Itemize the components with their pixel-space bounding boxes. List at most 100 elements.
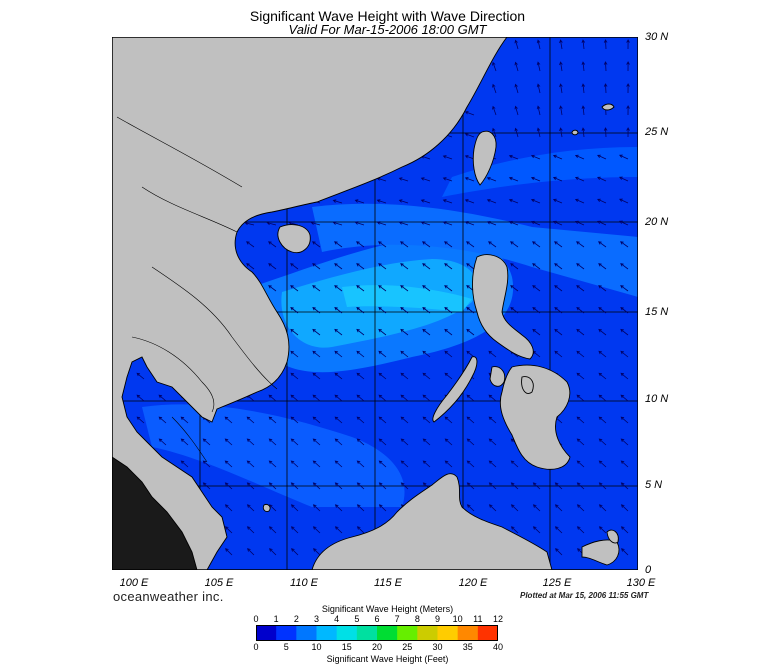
wave-arrow bbox=[554, 482, 563, 490]
lon-label-115e: 115 E bbox=[374, 577, 402, 589]
wave-arrow bbox=[626, 105, 630, 116]
legend-meter-tick: 0 bbox=[253, 614, 259, 624]
wave-arrow bbox=[581, 105, 586, 116]
wave-arrow bbox=[356, 241, 365, 248]
wave-arrow bbox=[136, 372, 145, 380]
wave-arrow bbox=[180, 438, 189, 446]
wave-arrow bbox=[598, 263, 607, 270]
wave-arrow bbox=[378, 482, 387, 490]
wave-arrow bbox=[378, 263, 387, 270]
wave-arrow bbox=[422, 372, 431, 380]
wave-arrow bbox=[508, 154, 519, 160]
wave-arrow bbox=[224, 504, 233, 512]
wave-arrow bbox=[400, 394, 409, 402]
lon-label-105e: 105 E bbox=[204, 577, 234, 589]
wave-arrow bbox=[510, 241, 519, 248]
wave-arrow bbox=[354, 221, 365, 226]
wave-arrow bbox=[246, 526, 255, 534]
wave-arrow bbox=[620, 241, 629, 248]
wave-arrow bbox=[334, 350, 343, 358]
wave-arrow bbox=[290, 328, 299, 336]
mainland-asia bbox=[112, 37, 508, 570]
wave-arrow bbox=[398, 221, 409, 226]
wave-arrow bbox=[400, 328, 409, 336]
wave-arrow bbox=[290, 285, 299, 292]
legend-meter-tick: 5 bbox=[354, 614, 360, 624]
wave-arrow bbox=[488, 394, 497, 402]
wave-arrow bbox=[420, 177, 431, 182]
legend-feet-tick: 5 bbox=[283, 642, 289, 652]
wave-arrow bbox=[619, 198, 629, 204]
legend-feet-tick: 0 bbox=[253, 642, 259, 652]
wave-arrow bbox=[536, 127, 541, 138]
wave-arrow bbox=[224, 526, 233, 534]
wave-arrow bbox=[514, 105, 519, 116]
wave-arrow bbox=[486, 177, 497, 182]
wave-arrow bbox=[486, 221, 497, 226]
wave-arrow bbox=[488, 482, 497, 490]
wave-arrow bbox=[620, 460, 629, 468]
wave-arrow bbox=[354, 199, 365, 204]
lat-label-5n: 5 N bbox=[645, 479, 663, 491]
wave-arrow bbox=[598, 482, 607, 490]
wave-arrow bbox=[224, 482, 233, 490]
wave-arrow bbox=[488, 438, 497, 446]
wave-arrow bbox=[312, 372, 321, 380]
wave-arrow bbox=[378, 328, 387, 336]
wave-arrow bbox=[466, 416, 475, 424]
wave-arrow bbox=[598, 241, 607, 248]
wave-arrow bbox=[466, 263, 475, 270]
wave-arrow bbox=[530, 220, 541, 226]
wave-arrow bbox=[581, 61, 586, 72]
legend-feet-tick: 40 bbox=[492, 642, 504, 652]
wave-arrow bbox=[444, 438, 453, 446]
legend-color-cell bbox=[296, 625, 317, 641]
wave-arrow bbox=[266, 221, 277, 226]
wave-arrow bbox=[532, 504, 541, 512]
wave-arrow bbox=[554, 285, 563, 292]
wave-arrow bbox=[626, 61, 630, 72]
wave-arrow bbox=[514, 127, 519, 138]
wave-arrow bbox=[536, 39, 541, 50]
wave-arrow bbox=[576, 372, 585, 380]
wave-arrow bbox=[422, 416, 431, 424]
wave-arrow bbox=[444, 285, 453, 292]
wave-arrow bbox=[313, 548, 321, 556]
wave-arrow bbox=[312, 416, 321, 424]
legend-color-cell bbox=[437, 625, 459, 641]
wave-arrow bbox=[378, 394, 387, 402]
wave-arrow bbox=[180, 416, 189, 424]
legend-colorbar bbox=[256, 625, 498, 641]
wave-arrow bbox=[510, 460, 519, 468]
wave-arrow bbox=[574, 198, 585, 204]
wave-arrow bbox=[488, 350, 497, 358]
wave-arrow bbox=[620, 504, 629, 512]
wave-arrow bbox=[158, 438, 167, 446]
wave-arrow bbox=[356, 482, 365, 490]
wave-arrow bbox=[620, 526, 629, 534]
wave-arrow bbox=[356, 460, 365, 468]
wave-arrow bbox=[400, 285, 409, 292]
wave-arrow bbox=[598, 394, 607, 402]
wave-arrow bbox=[422, 350, 431, 358]
wave-arrow bbox=[376, 221, 387, 226]
wave-arrow bbox=[444, 372, 453, 380]
legend-color-cell bbox=[397, 625, 418, 641]
wave-arrow bbox=[597, 198, 607, 204]
wave-arrow bbox=[532, 241, 541, 248]
ryukyu-islands bbox=[571, 103, 615, 136]
wave-arrow bbox=[603, 61, 608, 72]
wave-arrow bbox=[603, 39, 608, 50]
mindanao-island bbox=[499, 364, 571, 470]
wave-arrow bbox=[554, 328, 563, 336]
wave-arrow bbox=[444, 328, 453, 336]
wave-arrow bbox=[334, 306, 343, 314]
wave-arrow bbox=[598, 285, 607, 292]
wave-arrow bbox=[514, 39, 519, 50]
wave-arrow bbox=[466, 482, 475, 490]
palawan-island bbox=[432, 356, 478, 423]
country-borders bbox=[116, 116, 278, 463]
wave-arrow bbox=[334, 394, 343, 402]
wave-arrow bbox=[422, 241, 431, 248]
wave-arrow bbox=[536, 105, 541, 116]
